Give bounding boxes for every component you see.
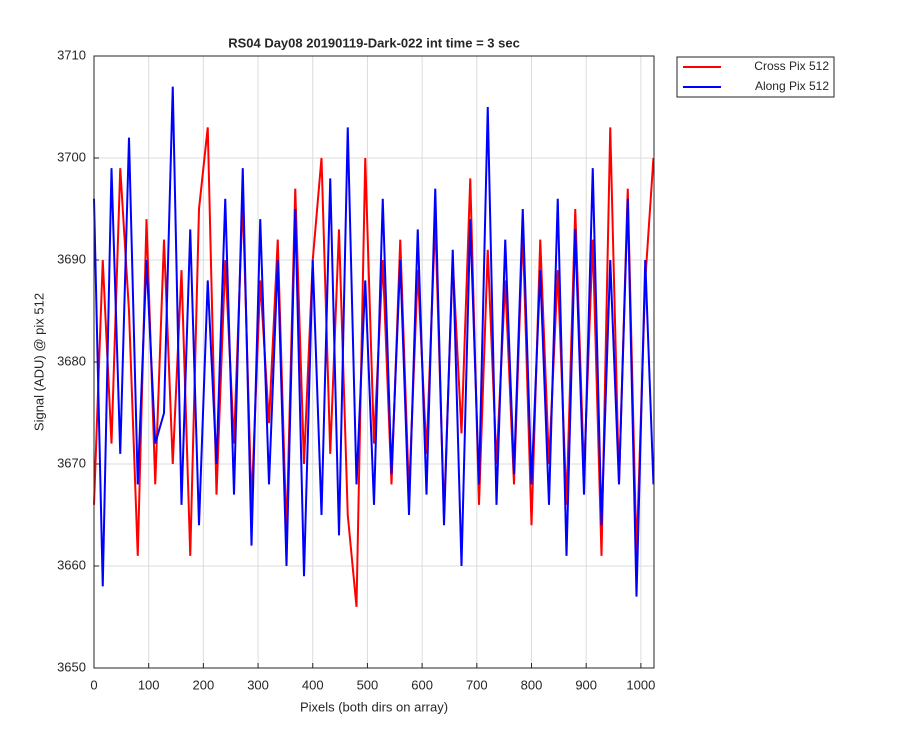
x-tick-label: 600	[411, 677, 433, 692]
legend-label: Cross Pix 512	[754, 59, 829, 73]
x-tick-label: 400	[302, 677, 324, 692]
y-tick-label: 3660	[57, 557, 86, 572]
x-tick-label: 900	[575, 677, 597, 692]
chart-title: RS04 Day08 20190119-Dark-022 int time = …	[228, 35, 520, 50]
y-tick-label: 3670	[57, 455, 86, 470]
y-tick-label: 3650	[57, 659, 86, 674]
y-tick-label: 3690	[57, 251, 86, 266]
y-tick-label: 3710	[57, 47, 86, 62]
x-tick-label: 500	[357, 677, 379, 692]
x-tick-label: 200	[193, 677, 215, 692]
x-tick-label: 100	[138, 677, 160, 692]
y-tick-label: 3700	[57, 149, 86, 164]
plot-box	[93, 55, 655, 669]
x-tick-label: 700	[466, 677, 488, 692]
x-axis-label: Pixels (both dirs on array)	[300, 699, 448, 714]
x-tick-label: 800	[521, 677, 543, 692]
x-tick-label: 1000	[626, 677, 655, 692]
x-tick-label: 300	[247, 677, 269, 692]
y-tick-label: 3680	[57, 353, 86, 368]
legend-label: Along Pix 512	[755, 79, 829, 93]
data-line	[93, 86, 655, 597]
legend-box	[676, 56, 835, 98]
y-axis-label: Signal (ADU) @ pix 512	[31, 293, 46, 431]
x-tick-label: 0	[90, 677, 97, 692]
